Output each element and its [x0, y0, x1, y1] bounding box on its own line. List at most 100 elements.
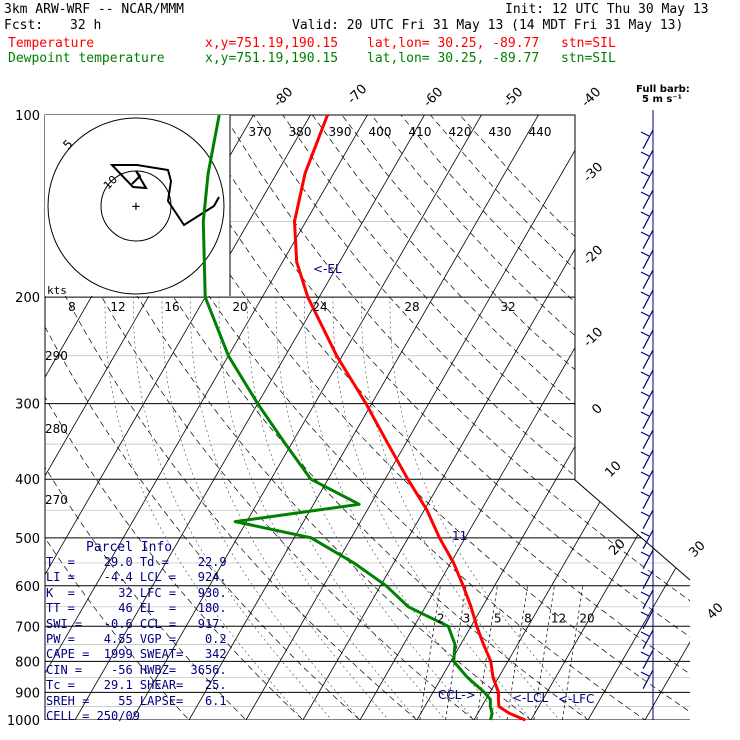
- dry-adiabat-line: [341, 115, 690, 720]
- moist-adiabat-line: [133, 297, 343, 720]
- hodograph-ring-outer: [47, 117, 225, 295]
- wind-barb-flag: [640, 651, 650, 657]
- dry-adiabat-line: [253, 115, 690, 720]
- mixing-ratio-line: [562, 585, 584, 720]
- isotherm-line: [131, 115, 482, 720]
- dewpoint-latlon: lat,lon= 30.25, -89.77: [367, 51, 540, 66]
- pressure-tick-label: 800: [15, 655, 40, 670]
- wind-barb: [642, 609, 654, 629]
- dry-adiabat-line: [45, 115, 317, 720]
- isotherm-line: [416, 115, 690, 720]
- model-title: 3km ARW-WRF -- NCAR/MMM: [4, 2, 185, 17]
- hodograph-speed-label: 16: [164, 300, 179, 314]
- dry-adiabat-line: [135, 115, 690, 720]
- wind-barb: [642, 589, 654, 609]
- parcel-info-row: CAPE = 1999 SWEAT= 342: [46, 647, 227, 662]
- wind-barb: [642, 409, 654, 429]
- wind-barb-flag: [640, 191, 650, 197]
- wind-barb: [642, 449, 654, 469]
- wind-barb-flag: [640, 131, 650, 137]
- wind-barb: [642, 569, 654, 589]
- moist-adiabat-line: [361, 297, 571, 720]
- isotherm-label: 30: [686, 538, 708, 560]
- parcel-info-row: K = 32 LFC = 930.: [46, 585, 227, 600]
- wind-barb: [642, 169, 654, 189]
- pressure-tick-label: 500: [15, 532, 40, 547]
- temperature-curve: [293, 114, 526, 722]
- wind-barb: [642, 149, 654, 169]
- wind-barb: [642, 649, 654, 669]
- dewpoint-legend: Dewpoint temperature: [8, 51, 165, 66]
- pressure-tick-label: 700: [15, 620, 40, 635]
- dry-adiabat-line: [194, 115, 690, 720]
- dewpoint-stn: stn=SIL: [561, 51, 616, 66]
- wind-barb-flag: [640, 491, 650, 497]
- ccl-annotation: CCL->: [438, 688, 476, 702]
- moist-adiabat-line: [275, 297, 485, 720]
- mixing-ratio-line: [419, 585, 441, 720]
- parcel-cell: CELL = 250/09: [46, 709, 140, 724]
- fcst-value: 32 h: [70, 18, 102, 33]
- init-time: Init: 12 UTC Thu 30 May 13: [505, 2, 709, 17]
- dry-adiabat-line: [45, 115, 433, 720]
- dry-adiabat-line: [430, 115, 690, 720]
- isotherm-label: 40: [704, 600, 726, 622]
- moist-adiabat-line: [247, 297, 457, 720]
- wind-barb-flag: [640, 171, 650, 177]
- parcel-info-row: SWI = -0.6 CCL = 917.: [46, 616, 227, 631]
- wind-barb: [642, 249, 654, 269]
- dry-adiabat-line: [400, 115, 690, 720]
- lcl-annotation: <-LCL: [512, 691, 548, 705]
- theta-e-label: 400: [369, 125, 392, 139]
- wind-barb: [642, 469, 654, 489]
- hodograph-speed-label: 20: [232, 300, 247, 314]
- wind-barb: [642, 509, 654, 529]
- hodograph-trace: [109, 164, 220, 227]
- theta-e-label: 380: [289, 125, 312, 139]
- hodograph-speed-label: 32: [500, 300, 515, 314]
- wind-barb: [642, 529, 654, 549]
- wind-barb-flag: [640, 331, 650, 337]
- dry-adiabat-line: [45, 115, 202, 720]
- wind-barb-flag: [640, 391, 650, 397]
- wind-barb-flag: [640, 531, 650, 537]
- theta-e-label: 430: [489, 125, 512, 139]
- dry-adiabat-line: [371, 115, 690, 720]
- hodograph-speed-label: 28: [404, 300, 419, 314]
- wind-barb-flag: [640, 451, 650, 457]
- wind-barb-flag: [640, 511, 650, 517]
- mixing-ratio-label: 5: [494, 611, 502, 625]
- theta-label: 270: [45, 493, 68, 507]
- isotherm-line: [359, 115, 690, 720]
- theta-label: 280: [45, 422, 68, 436]
- theta-label: 290: [45, 349, 68, 363]
- isotherm-line: [45, 115, 368, 720]
- wind-barb-flag: [640, 611, 650, 617]
- parcel-info-row: T = 29.0 Td = 22.9: [46, 555, 227, 569]
- lfc-annotation: <-LFC: [558, 692, 594, 706]
- wind-barb-flag: [640, 631, 650, 637]
- hodograph-speed-label: 12: [110, 300, 125, 314]
- wind-barb-flag: [640, 471, 650, 477]
- wind-barb-flag: [640, 311, 650, 317]
- parcel-info-row: PW = 4.55 VGP = 0.2: [46, 632, 227, 647]
- wind-barb: [642, 429, 654, 449]
- wind-barb-flag: [640, 411, 650, 417]
- mixing-ratio-label: 8: [524, 611, 532, 625]
- parcel-info-title: Parcel Info: [86, 540, 173, 555]
- parcel-info-row: SREH = 55 LAPSE= 6.1: [46, 693, 227, 708]
- moist-adiabat-line: [304, 297, 514, 720]
- parcel-info-row: LI = -4.4 LCL = 924.: [46, 570, 227, 585]
- mixing-ratio-label: 20: [579, 611, 594, 625]
- isotherm-label: -40: [579, 85, 605, 111]
- wind-barb-flag: [640, 251, 650, 257]
- mixing-ratio-label: 2: [437, 611, 445, 625]
- dry-adiabat-line: [76, 115, 606, 720]
- el-annotation: <-EL: [313, 262, 342, 276]
- wind-barb-flag: [640, 271, 650, 277]
- dry-adiabat-line: [105, 115, 664, 720]
- dry-adiabat-line: [46, 115, 549, 720]
- parcel-info-panel: Parcel Info T = 29.0 Td = 22.9 LI = -4.4 …: [46, 540, 227, 724]
- temperature-latlon: lat,lon= 30.25, -89.77: [367, 36, 540, 51]
